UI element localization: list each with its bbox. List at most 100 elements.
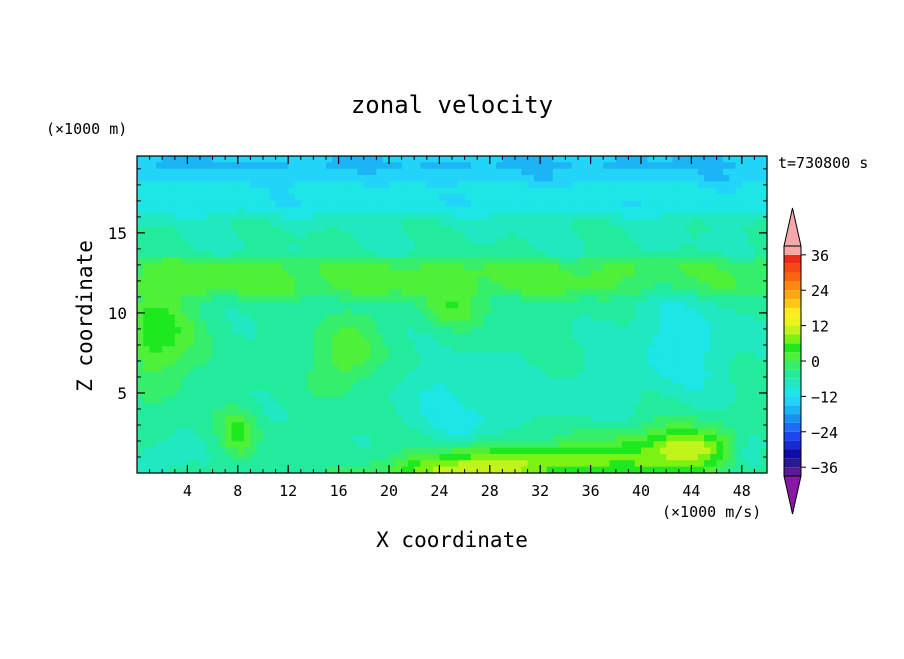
heatmap-cell: [552, 289, 560, 297]
heatmap-cell: [395, 206, 403, 214]
heatmap-cell: [426, 358, 434, 366]
heatmap-cell: [546, 384, 554, 392]
heatmap-cell: [452, 377, 459, 385]
heatmap-cell: [590, 213, 598, 220]
heatmap-cell: [294, 194, 302, 201]
heatmap-cell: [470, 308, 478, 316]
heatmap-cell: [187, 276, 195, 284]
heatmap-cell: [685, 441, 692, 449]
heatmap-cell: [452, 219, 459, 227]
heatmap-cell: [351, 282, 359, 290]
heatmap-cell: [263, 244, 270, 252]
heatmap-cell: [307, 403, 314, 411]
heatmap-cell: [578, 206, 585, 214]
heatmap-cell: [250, 396, 258, 404]
heatmap-cell: [445, 238, 453, 246]
heatmap-cell: [659, 333, 667, 341]
heatmap-cell: [420, 156, 428, 163]
heatmap-cell: [741, 327, 749, 335]
heatmap-cell: [521, 396, 529, 404]
heatmap-cell: [596, 434, 604, 442]
heatmap-cell: [250, 365, 258, 373]
heatmap-cell: [407, 282, 415, 290]
heatmap-cell: [546, 200, 554, 208]
heatmap-cell: [527, 219, 535, 227]
heatmap-cell: [155, 339, 163, 347]
heatmap-cell: [603, 244, 611, 252]
heatmap-cell: [231, 232, 239, 240]
heatmap-cell: [489, 168, 497, 176]
heatmap-cell: [395, 244, 403, 252]
heatmap-cell: [533, 244, 541, 252]
heatmap-cell: [515, 415, 522, 423]
heatmap-cell: [433, 390, 440, 398]
heatmap-cell: [521, 384, 529, 392]
heatmap-cell: [382, 276, 390, 284]
heatmap-cell: [609, 213, 617, 220]
heatmap-cell: [666, 194, 674, 201]
heatmap-cell: [433, 447, 440, 455]
heatmap-cell: [382, 200, 390, 208]
heatmap-cell: [628, 168, 636, 176]
heatmap-cell: [603, 390, 611, 398]
heatmap-cell: [559, 194, 566, 201]
heatmap-cell: [357, 194, 365, 201]
heatmap-cell: [426, 403, 434, 411]
heatmap-cell: [641, 358, 648, 366]
heatmap-cell: [326, 181, 333, 189]
heatmap-cell: [540, 270, 548, 278]
heatmap-cell: [483, 257, 491, 265]
heatmap-cell: [685, 187, 692, 195]
heatmap-cell: [704, 238, 711, 246]
heatmap-cell: [313, 422, 321, 430]
heatmap-cell: [307, 358, 314, 366]
heatmap-cell: [426, 289, 434, 297]
heatmap-cell: [672, 156, 680, 163]
heatmap-cell: [704, 409, 711, 417]
heatmap-cell: [445, 295, 453, 303]
heatmap-cell: [691, 251, 699, 259]
heatmap-cell: [628, 320, 636, 328]
heatmap-cell: [590, 460, 598, 468]
heatmap-cell: [439, 301, 447, 309]
heatmap-cell: [470, 175, 478, 182]
heatmap-cell: [735, 358, 743, 366]
heatmap-cell: [634, 200, 642, 208]
heatmap-cell: [672, 187, 680, 195]
heatmap-cell: [370, 301, 377, 309]
heatmap-cell: [622, 225, 629, 233]
heatmap-cell: [225, 403, 233, 411]
heatmap-cell: [653, 314, 661, 322]
heatmap-cell: [672, 289, 680, 297]
heatmap-cell: [502, 377, 510, 385]
heatmap-cell: [420, 352, 428, 360]
heatmap-cell: [218, 263, 226, 271]
heatmap-cell: [389, 358, 396, 366]
heatmap-cell: [212, 327, 220, 335]
heatmap-cell: [420, 194, 428, 201]
heatmap-cell: [294, 175, 302, 182]
heatmap-cell: [193, 371, 201, 379]
heatmap-cell: [710, 333, 718, 341]
heatmap-cell: [546, 365, 554, 373]
heatmap-cell: [250, 441, 258, 449]
heatmap-cell: [338, 276, 346, 284]
heatmap-cell: [748, 333, 755, 341]
heatmap-cell: [275, 168, 283, 176]
heatmap-cell: [319, 314, 327, 322]
heatmap-cell: [685, 206, 692, 214]
heatmap-cell: [212, 251, 220, 259]
heatmap-cell: [578, 441, 585, 449]
heatmap-cell: [155, 276, 163, 284]
heatmap-cell: [231, 270, 239, 278]
heatmap-cell: [754, 327, 762, 335]
heatmap-cell: [748, 244, 755, 252]
heatmap-cell: [678, 289, 686, 297]
heatmap-cell: [363, 434, 371, 442]
heatmap-cell: [596, 377, 604, 385]
heatmap-cell: [338, 314, 346, 322]
heatmap-cell: [672, 339, 680, 347]
heatmap-cell: [401, 251, 409, 259]
heatmap-cell: [464, 415, 472, 423]
heatmap-cell: [181, 447, 188, 455]
